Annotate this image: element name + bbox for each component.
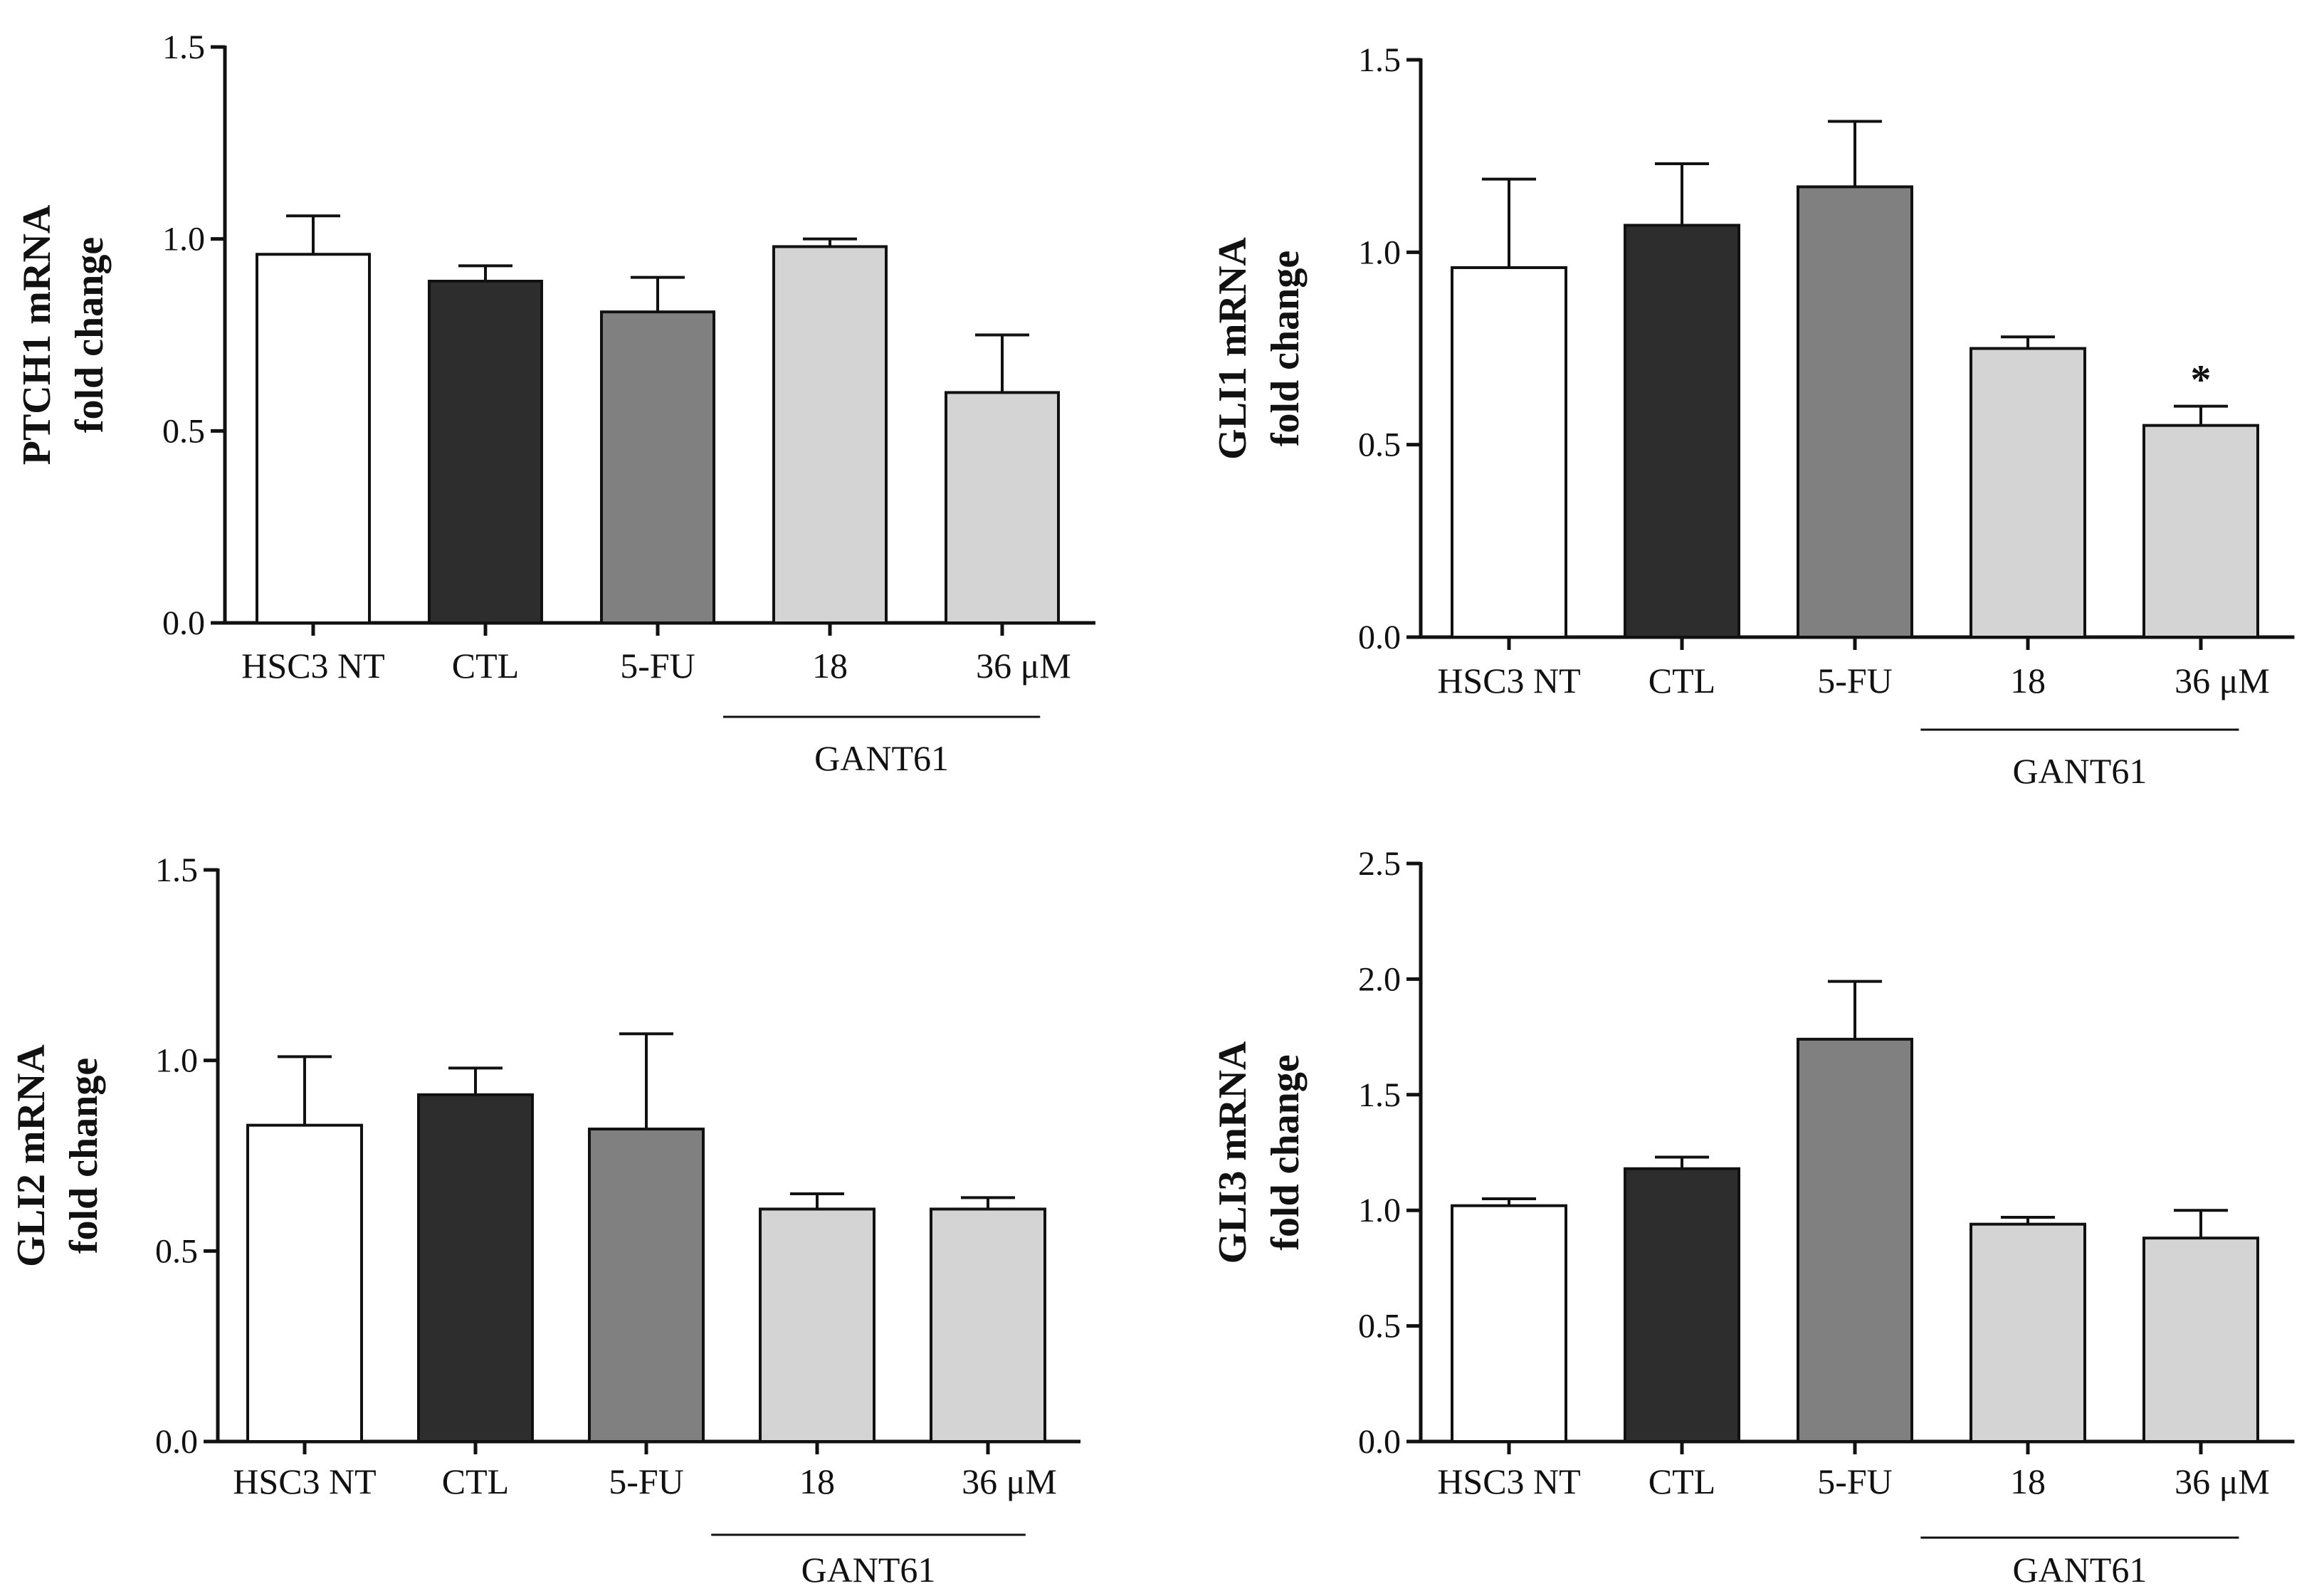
x-tick-label: HSC3 NT (241, 646, 384, 686)
chart-panel-3: 0.0 0.5 1.0 1.5 HSC3 NT CTL 5-FU 18 36 μM GANT61 G… (9, 851, 1080, 1590)
y-tick-label: 1.0 (155, 1042, 198, 1080)
bar-5 (2142, 424, 2259, 639)
group-label: GANT61 (801, 1550, 936, 1590)
x-tick-label: CTL (1648, 1461, 1715, 1501)
bar-1 (256, 253, 371, 624)
bar-5 (930, 1207, 1046, 1443)
y-tick-label: 1.5 (155, 851, 198, 889)
y-tick-label: 2.0 (1358, 960, 1401, 998)
bar-4 (1970, 1222, 2086, 1443)
y-tick-label: 1.0 (1358, 233, 1401, 271)
x-tick-label: HSC3 NT (233, 1461, 376, 1501)
bar-1 (246, 1123, 363, 1443)
y-axis-title-line1: PTCH1 mRNA (15, 204, 59, 465)
bar-1 (1451, 1204, 1567, 1443)
y-axis-title-line2: fold change (1263, 251, 1308, 446)
y-tick-label: 0.0 (1358, 619, 1401, 656)
bar-3 (1797, 185, 1913, 639)
y-tick-label: 0.5 (1358, 1308, 1401, 1345)
x-tick-label: HSC3 NT (1437, 1461, 1580, 1501)
y-axis-title-line1: GLI1 mRNA (1211, 237, 1255, 460)
y-tick-label: 0.5 (162, 412, 205, 450)
bar-3 (1797, 1037, 1913, 1443)
bar-4 (772, 245, 888, 625)
y-axis-title-line2: fold change (62, 1058, 106, 1254)
y-axis-title-line1: GLI2 mRNA (9, 1044, 53, 1267)
bar-2 (1624, 1167, 1740, 1443)
x-tick-label: 5-FU (1817, 661, 1893, 700)
x-tick-label: HSC3 NT (1437, 661, 1580, 700)
y-tick-label: 1.5 (1358, 41, 1401, 79)
bar-5 (2142, 1237, 2259, 1444)
x-tick-label: CTL (1648, 661, 1715, 700)
bar-3 (600, 310, 715, 624)
bar-4 (1970, 347, 2086, 639)
x-tick-label: 36 μM (976, 646, 1071, 686)
bar-2 (417, 1093, 534, 1443)
x-tick-label: 5-FU (620, 646, 695, 686)
y-tick-label: 0.5 (1358, 426, 1401, 464)
y-axis-title-line1: GLI3 mRNA (1211, 1041, 1255, 1264)
chart-panel-4: 0.0 0.5 1.0 1.5 2.0 2.5 HSC3 NT CTL 5-FU 18 36 μM G… (1211, 845, 2295, 1590)
y-tick-label: 1.5 (162, 28, 205, 66)
x-tick-label: 18 (2010, 1461, 2046, 1501)
y-tick-label: 0.5 (155, 1232, 198, 1270)
x-tick-label: 36 μM (962, 1461, 1057, 1501)
y-tick-label: 2.5 (1358, 845, 1401, 883)
bar-1 (1451, 266, 1567, 639)
bar-3 (588, 1128, 705, 1443)
y-tick-label: 1.0 (1358, 1192, 1401, 1229)
x-tick-label: 18 (2010, 661, 2046, 700)
group-label: GANT61 (2012, 751, 2147, 791)
chart-panel-1: 0.0 0.5 1.0 1.5 HSC3 NT CTL 5-FU 18 36 μM GANT61 P… (15, 28, 1095, 778)
y-axis-title-line2: fold change (68, 237, 112, 433)
bar-5 (945, 391, 1060, 625)
y-tick-label: 0.0 (155, 1423, 198, 1461)
chart-panel-2: 0.0 0.5 1.0 1.5 HSC3 NT CTL 5-FU 18 36 μM * GANT61… (1211, 41, 2295, 791)
x-tick-label: CTL (442, 1461, 509, 1501)
bar-2 (428, 279, 543, 624)
group-label: GANT61 (2012, 1550, 2147, 1590)
y-tick-label: 1.5 (1358, 1076, 1401, 1114)
group-label: GANT61 (814, 738, 949, 778)
bar-4 (759, 1207, 875, 1443)
x-tick-label: 18 (799, 1461, 835, 1501)
x-tick-label: 36 μM (2175, 1461, 2270, 1501)
y-tick-label: 0.0 (1358, 1423, 1401, 1461)
x-tick-label: 5-FU (1817, 1461, 1893, 1501)
x-tick-label: 36 μM (2175, 661, 2270, 700)
y-tick-label: 1.0 (162, 221, 205, 258)
x-tick-label: 5-FU (609, 1461, 684, 1501)
x-tick-label: 18 (812, 646, 848, 686)
bar-2 (1624, 224, 1740, 639)
x-tick-label: CTL (452, 646, 519, 686)
y-axis-title-line2: fold change (1263, 1054, 1308, 1250)
y-tick-label: 0.0 (162, 604, 205, 642)
significance-marker: * (2191, 357, 2212, 403)
